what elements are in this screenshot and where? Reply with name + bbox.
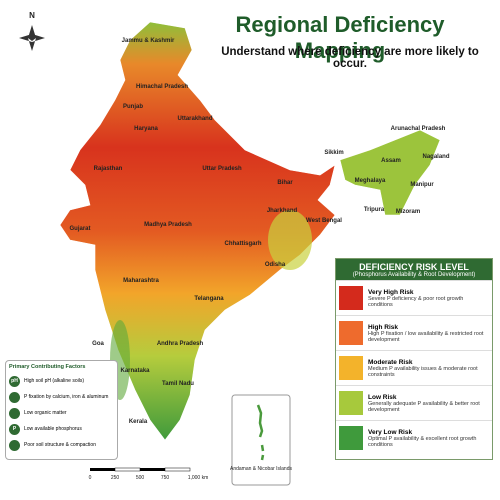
- legend: DEFICIENCY RISK LEVEL (Phosphorus Availa…: [335, 258, 493, 460]
- region-label: Jammu & Kashmir: [122, 38, 175, 44]
- region-label: Uttarakhand: [177, 116, 212, 122]
- factor-row: P fixation by calcium, iron & aluminum: [9, 389, 114, 405]
- legend-row: Low Risk Generally adequate P availabilit…: [336, 385, 492, 420]
- factors-title: Primary Contributing Factors: [9, 364, 86, 370]
- region-label: Bihar: [277, 180, 293, 186]
- region-label: Assam: [381, 158, 401, 164]
- factor-icon: [9, 391, 20, 403]
- legend-text: Very High Risk Severe P deficiency & poor…: [368, 289, 489, 308]
- region-label: Manipur: [410, 182, 434, 188]
- region-label: Punjab: [123, 104, 143, 110]
- region-label: Chhattisgarh: [224, 241, 261, 247]
- legend-text: Moderate Risk Medium P availability issue…: [368, 359, 489, 378]
- scale-label: 0: [89, 475, 92, 481]
- factor-icon: P: [9, 423, 20, 435]
- legend-label: Very High Risk: [368, 288, 414, 296]
- region-label: Maharashtra: [123, 278, 159, 284]
- region-label: Goa: [92, 341, 104, 347]
- title: Regional Deficiency Mapping: [235, 12, 445, 63]
- scale-label: 750: [161, 475, 170, 481]
- region-label: West Bengal: [306, 218, 342, 224]
- region-label: Tamil Nadu: [162, 381, 194, 387]
- india-northeast: [339, 129, 441, 216]
- legend-swatch: [339, 286, 363, 310]
- compass: N: [19, 11, 45, 51]
- scale-label: 1,000 km: [188, 475, 209, 481]
- factor-row: pH High soil pH (alkaline soils): [9, 373, 114, 389]
- region-label: Uttar Pradesh: [202, 166, 242, 172]
- subtitle: Understand where deficiency are more lik…: [221, 46, 479, 70]
- legend-label: High Risk: [368, 323, 398, 331]
- scale-bar: 0 250 500 750 1,000 km: [89, 467, 209, 481]
- legend-text: High Risk High P fixation / low availabil…: [368, 324, 489, 343]
- legend-label: Moderate Risk: [368, 358, 413, 366]
- region-label: Haryana: [134, 126, 158, 132]
- legend-swatch: [339, 356, 363, 380]
- legend-description: Medium P availability issues & moderate …: [368, 365, 478, 378]
- factor-icon: pH: [9, 375, 20, 387]
- legend-row: Very Low Risk Optimal P availability & ex…: [336, 420, 492, 455]
- region-label: Arunachal Pradesh: [391, 126, 446, 132]
- legend-label: Very Low Risk: [368, 428, 413, 436]
- legend-row: Very High Risk Severe P deficiency & poor…: [336, 280, 492, 315]
- region-label: Gujarat: [69, 226, 90, 232]
- region-label: Rajasthan: [94, 166, 123, 172]
- region-label: Odisha: [265, 262, 286, 268]
- factor-label: P fixation by calcium, iron & aluminum: [24, 394, 109, 400]
- factor-row: P Low available phosphorus: [9, 421, 114, 437]
- region-label: Himachal Pradesh: [136, 84, 188, 90]
- legend-text: Low Risk Generally adequate P availabilit…: [368, 394, 489, 413]
- andaman-box: Andaman & Nicobar Islands: [230, 394, 292, 486]
- legend-swatch: [339, 391, 363, 415]
- factor-label: Poor soil structure & compaction: [24, 442, 96, 448]
- region-label: Mizoram: [396, 209, 420, 215]
- region-label: Nagaland: [422, 154, 449, 160]
- legend-description: Generally adequate P availability & bett…: [368, 400, 480, 413]
- factor-label: High soil pH (alkaline soils): [24, 378, 85, 384]
- region-label: Sikkim: [324, 150, 343, 156]
- legend-description: Optimal P availability & excellent root …: [368, 435, 477, 448]
- islands-label: Andaman & Nicobar Islands: [230, 466, 292, 472]
- factor-label: Low organic matter: [24, 410, 67, 416]
- region-label: Jharkhand: [267, 208, 298, 214]
- region-label: Andhra Pradesh: [157, 341, 204, 347]
- factors-box: Primary Contributing Factors pH High soil…: [5, 360, 118, 460]
- legend-text: Very Low Risk Optimal P availability & ex…: [368, 429, 489, 448]
- region-label: Kerala: [129, 419, 148, 425]
- legend-header: DEFICIENCY RISK LEVEL (Phosphorus Availa…: [336, 259, 492, 280]
- eastern-green-zone: [268, 210, 312, 270]
- region-label: Madhya Pradesh: [144, 222, 192, 228]
- legend-description: High P fixation / low availability & res…: [368, 330, 484, 343]
- legend-title: DEFICIENCY RISK LEVEL: [359, 262, 469, 272]
- compass-label: N: [29, 11, 35, 20]
- factor-icon: [9, 439, 20, 451]
- factor-row: Poor soil structure & compaction: [9, 437, 114, 453]
- region-label: Telangana: [194, 296, 224, 302]
- legend-swatch: [339, 426, 363, 450]
- legend-row: Moderate Risk Medium P availability issue…: [336, 350, 492, 385]
- legend-label: Low Risk: [368, 393, 397, 401]
- legend-swatch: [339, 321, 363, 345]
- india-mainland: [59, 21, 336, 441]
- region-label: Meghalaya: [355, 178, 386, 184]
- legend-subtitle: (Phosphorus Availability & Root Developm…: [352, 272, 476, 278]
- legend-description: Severe P deficiency & poor root growth c…: [368, 295, 464, 308]
- scale-label: 500: [136, 475, 145, 481]
- factor-row: Low organic matter: [9, 405, 114, 421]
- factor-label: Low available phosphorus: [24, 426, 82, 432]
- region-label: Tripura: [364, 207, 385, 213]
- factor-icon: [9, 407, 20, 419]
- scale-label: 250: [111, 475, 120, 481]
- region-label: Karnataka: [120, 368, 150, 374]
- legend-row: High Risk High P fixation / low availabil…: [336, 315, 492, 350]
